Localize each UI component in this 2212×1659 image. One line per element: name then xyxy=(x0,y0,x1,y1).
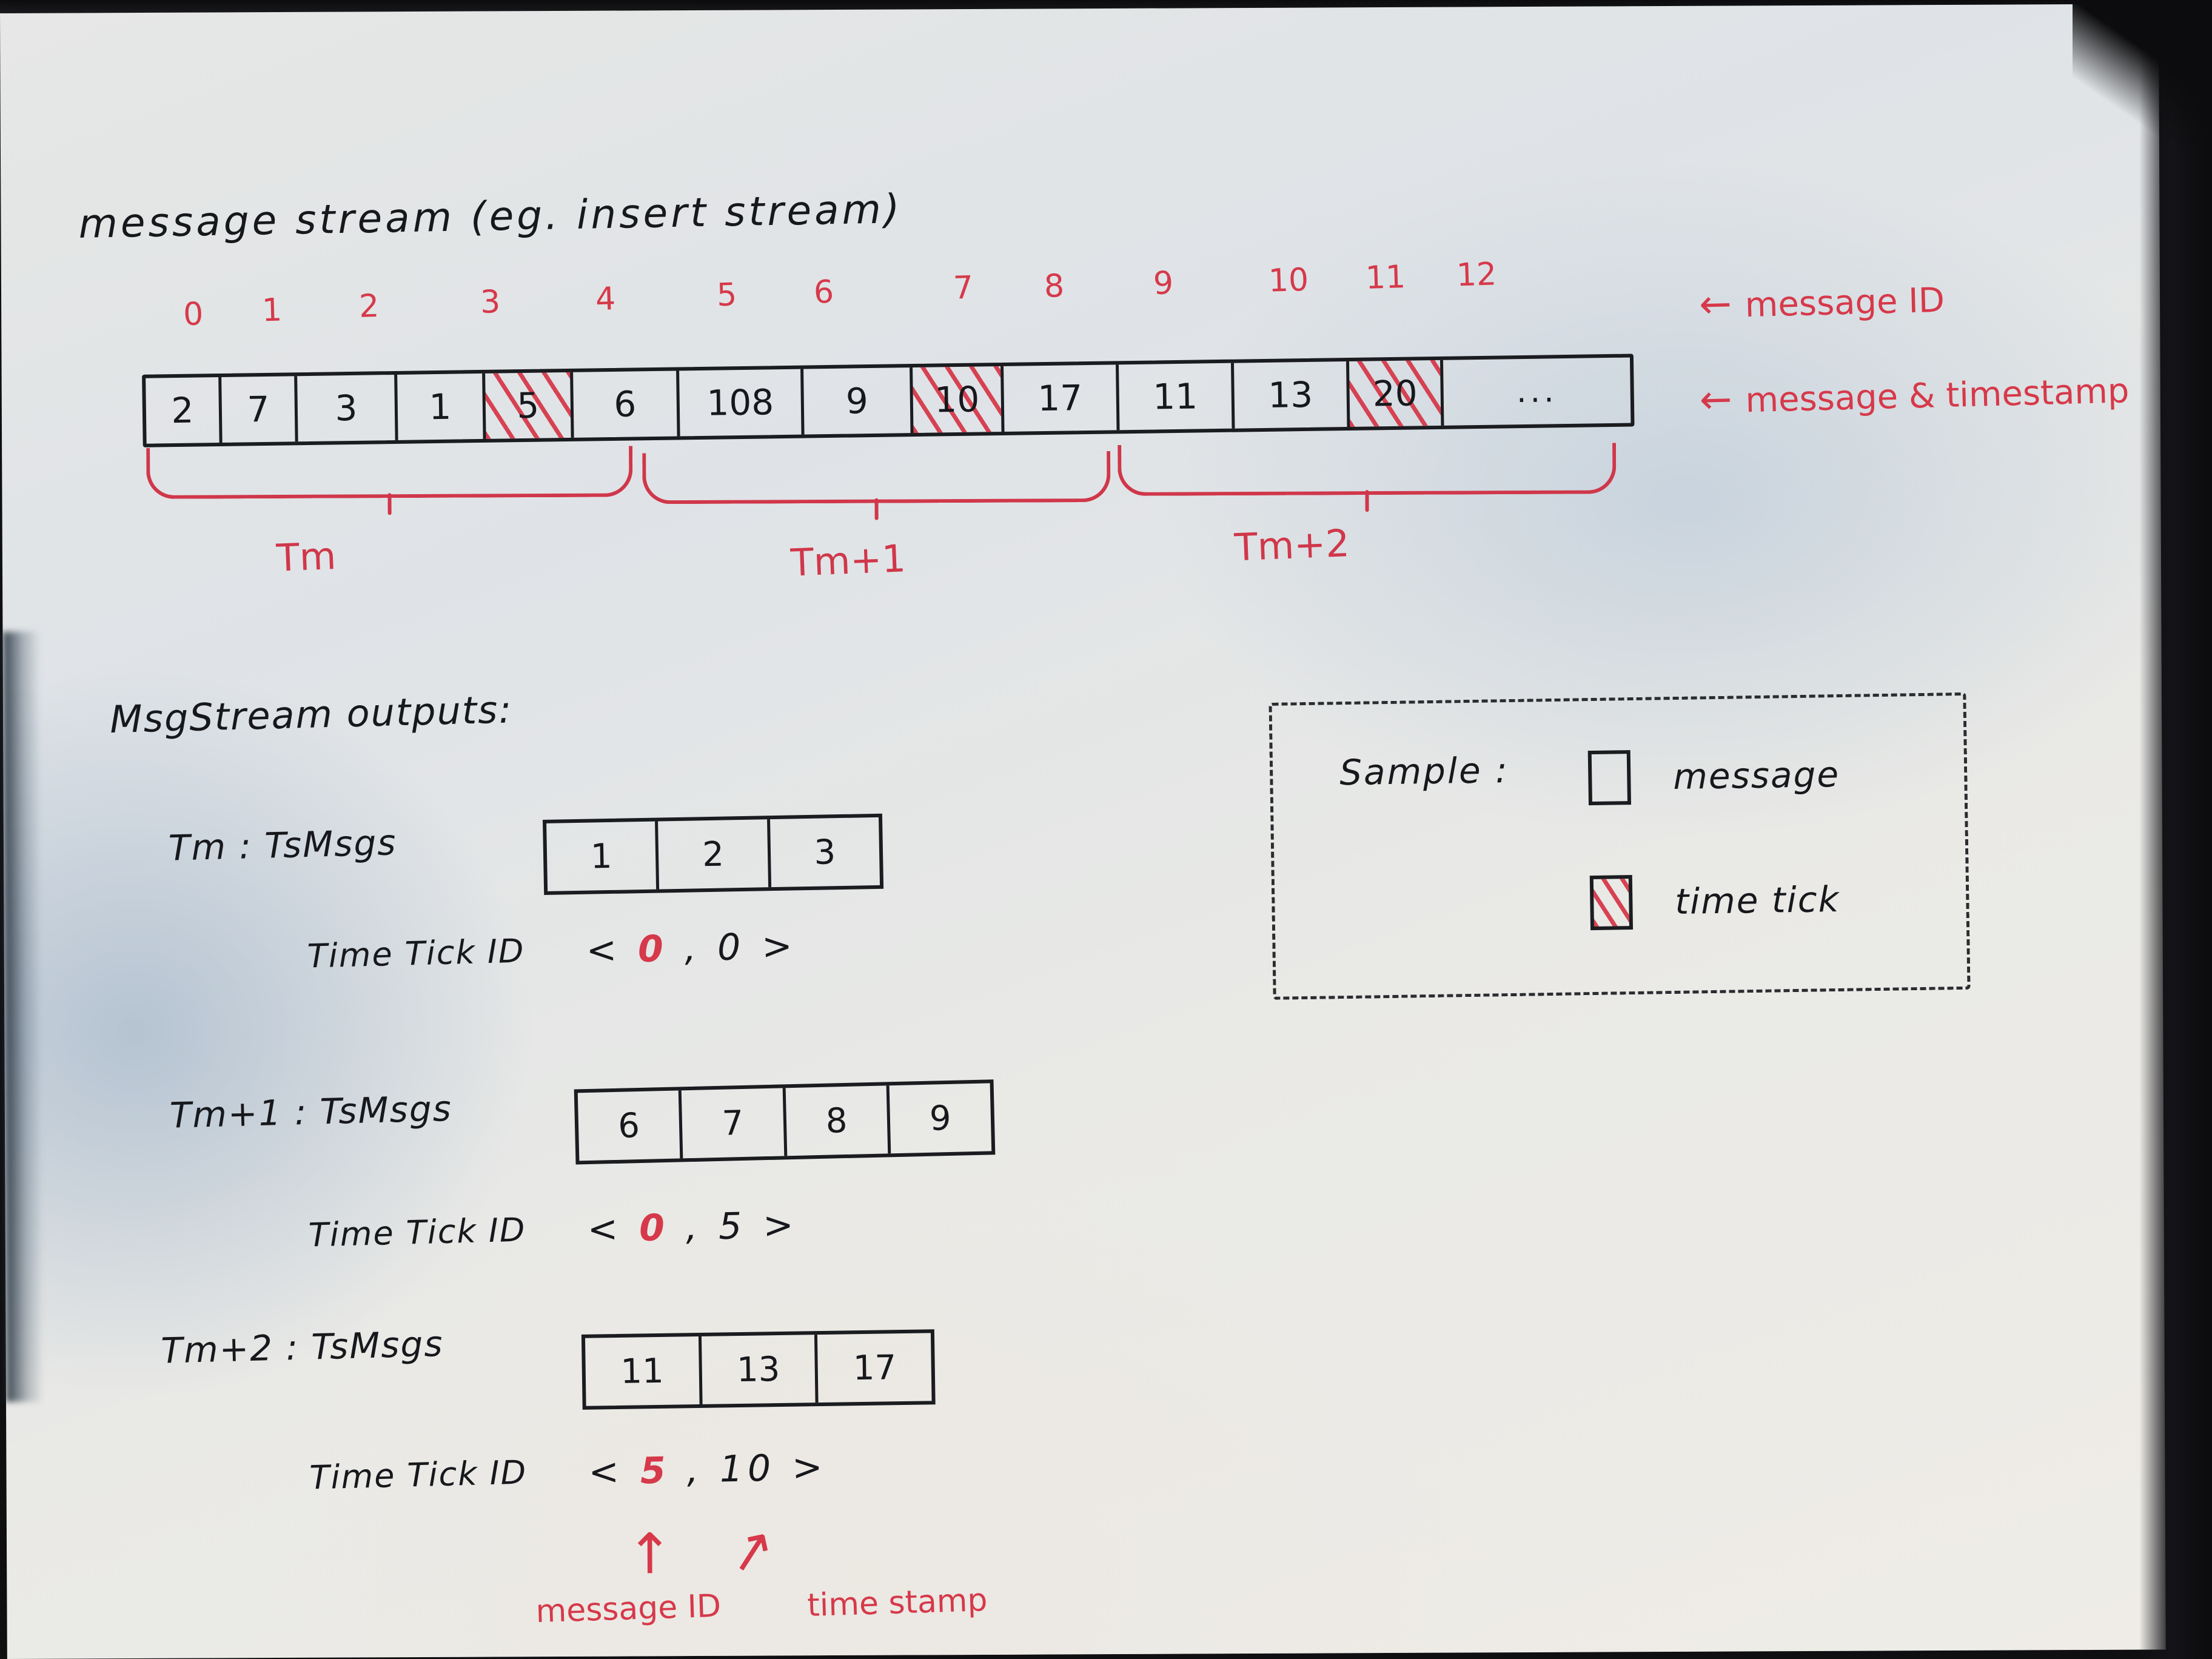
tick-comma: , xyxy=(685,1205,703,1249)
arrow-up-message-id: ↑ xyxy=(626,1521,674,1587)
stream-cell: 2 xyxy=(146,377,223,444)
tick-timestamp: 10 xyxy=(719,1447,776,1491)
brace-label-tm: Tm xyxy=(275,533,337,580)
message-stream-box: 2 7 3 1 5 6 108 9 10 17 11 13 20 ... xyxy=(142,354,1635,447)
arrow-diag-timestamp: ↗ xyxy=(722,1513,782,1587)
brace-label-tm1: Tm+1 xyxy=(789,536,907,585)
stream-cell: 7 xyxy=(221,376,298,443)
brace-tm2 xyxy=(1118,443,1617,496)
stream-cell-timetick: 10 xyxy=(913,366,1005,434)
stream-cell: 17 xyxy=(1004,364,1120,432)
time-tick-id-value-tm: < 0 , 0 > xyxy=(586,925,797,972)
tick-close-bracket: > xyxy=(791,1446,828,1489)
stream-cell: 6 xyxy=(573,370,680,438)
tick-open-bracket: < xyxy=(588,1450,625,1494)
output-row-label-tm: Tm : TsMsgs xyxy=(168,822,398,869)
desk-surface-right xyxy=(2139,0,2212,1659)
stream-cell: 9 xyxy=(803,367,914,435)
brace-tm1 xyxy=(642,451,1111,504)
output-msg-cell: 1 xyxy=(546,821,660,891)
stream-cell-ellipsis: ... xyxy=(1516,373,1558,411)
tick-close-bracket: > xyxy=(762,1204,799,1247)
pointer-label-timestamp: time stamp xyxy=(806,1582,988,1624)
legend-item-message: message xyxy=(1587,747,1840,806)
legend-box: Sample : message time tick xyxy=(1269,692,1971,1000)
tick-comma: , xyxy=(684,927,702,970)
stream-index-5: 5 xyxy=(716,276,738,314)
output-msgs-box-tm1: 6 7 8 9 xyxy=(574,1079,996,1165)
notebook-paper: message stream (eg. insert stream) 0 1 2… xyxy=(0,4,2166,1659)
tick-timestamp: 5 xyxy=(718,1205,748,1248)
output-row-label-tm2: Tm+2 : TsMsgs xyxy=(160,1322,444,1372)
output-msg-cell: 11 xyxy=(585,1336,703,1406)
output-msg-cell: 2 xyxy=(658,819,771,890)
stream-cell: 13 xyxy=(1233,361,1350,429)
tick-comma: , xyxy=(686,1449,704,1492)
stream-cell: 1 xyxy=(397,373,486,440)
tick-open-bracket: < xyxy=(587,1207,623,1251)
output-msgs-box-tm: 1 2 3 xyxy=(542,813,884,896)
brace-tm xyxy=(146,446,633,499)
time-tick-id-value-tm2: < 5 , 10 > xyxy=(588,1446,828,1494)
output-msg-cell: 13 xyxy=(701,1335,819,1404)
tick-message-id: 5 xyxy=(640,1449,671,1493)
legend-swatch-message-icon xyxy=(1587,750,1632,806)
tick-open-bracket: < xyxy=(586,928,622,972)
output-msg-cell: 8 xyxy=(785,1085,891,1156)
legend-title: Sample : xyxy=(1339,749,1510,794)
pointer-label-message-id: message ID xyxy=(535,1587,722,1631)
stream-index-6: 6 xyxy=(813,273,835,311)
time-tick-id-label-tm1: Time Tick ID xyxy=(308,1210,527,1255)
tick-timestamp: 0 xyxy=(717,926,746,970)
tick-message-id: 0 xyxy=(637,927,669,971)
stream-index-11: 11 xyxy=(1365,259,1406,297)
output-msg-cell: 7 xyxy=(681,1088,787,1159)
stream-index-10: 10 xyxy=(1268,261,1310,300)
stream-index-8: 8 xyxy=(1044,267,1065,305)
stream-index-7: 7 xyxy=(953,269,974,307)
output-row-label-tm1: Tm+1 : TsMsgs xyxy=(169,1087,453,1136)
stream-cell-timetick: 5 xyxy=(485,372,574,439)
desk-corner-shadow xyxy=(2073,0,2212,146)
legend-label-message: message xyxy=(1672,753,1840,798)
output-msg-cell: 9 xyxy=(929,1098,952,1139)
output-msgs-box-tm2: 11 13 17 xyxy=(581,1329,936,1410)
legend-label-timetick: time tick xyxy=(1674,878,1840,923)
output-msg-cell: 17 xyxy=(853,1347,897,1388)
stream-index-4: 4 xyxy=(595,281,617,318)
stream-index-3: 3 xyxy=(480,283,501,321)
stream-cell: 108 xyxy=(679,369,805,437)
stream-cell-timetick: 20 xyxy=(1349,360,1444,427)
annotation-message-and-timestamp: message & timestamp xyxy=(1699,367,2130,423)
legend-swatch-timetick-icon xyxy=(1589,875,1634,931)
message-stream-strip: 2 7 3 1 5 6 108 9 10 17 11 13 20 ... xyxy=(142,354,1635,447)
tick-close-bracket: > xyxy=(761,925,798,968)
stream-index-0: 0 xyxy=(183,296,204,333)
legend-item-timetick: time tick xyxy=(1589,872,1840,931)
notebook-spine-shadow xyxy=(2,631,44,1402)
page-title: message stream (eg. insert stream) xyxy=(78,186,903,247)
stream-cell: 3 xyxy=(297,374,398,442)
output-msg-cell: 6 xyxy=(577,1090,683,1161)
stream-index-2: 2 xyxy=(358,287,380,325)
outputs-heading: MsgStream outputs: xyxy=(109,687,514,742)
stream-cell: 11 xyxy=(1119,363,1235,431)
time-tick-id-label-tm2: Time Tick ID xyxy=(309,1453,528,1497)
output-msg-cell: 3 xyxy=(813,832,836,873)
stream-index-12: 12 xyxy=(1456,256,1497,294)
annotation-message-id: message ID xyxy=(1698,276,1945,327)
stream-index-9: 9 xyxy=(1153,265,1174,303)
time-tick-id-value-tm1: < 0 , 5 > xyxy=(587,1204,799,1251)
brace-label-tm2: Tm+2 xyxy=(1233,521,1350,570)
stream-index-1: 1 xyxy=(261,292,283,329)
time-tick-id-label-tm: Time Tick ID xyxy=(307,931,526,976)
tick-message-id: 0 xyxy=(638,1206,670,1250)
